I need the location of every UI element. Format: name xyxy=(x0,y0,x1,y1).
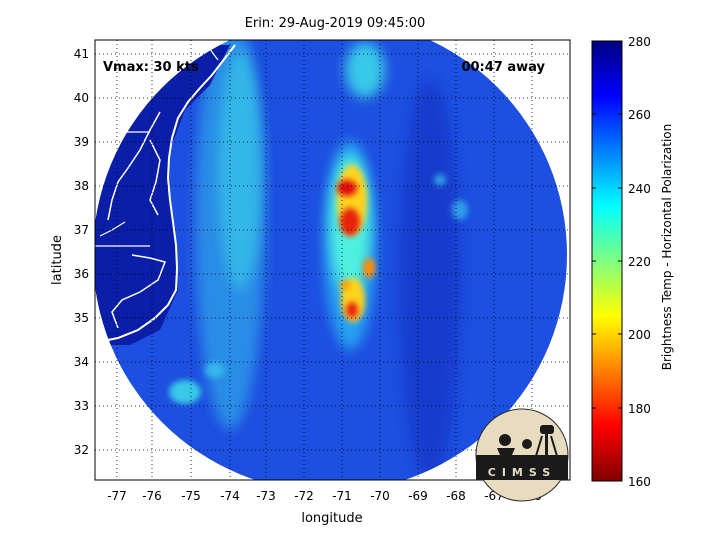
y-tick-label: 40 xyxy=(74,91,89,105)
grid xyxy=(95,40,570,480)
y-tick-labels: 41 40 39 38 37 36 35 34 33 32 xyxy=(74,47,89,457)
x-tick-label: -71 xyxy=(332,489,352,503)
x-tick-label: -73 xyxy=(256,489,276,503)
y-tick-label: 37 xyxy=(74,223,89,237)
y-tick-label: 38 xyxy=(74,179,89,193)
colorbar-gradient xyxy=(591,40,623,482)
y-tick-label: 34 xyxy=(74,355,89,369)
x-tick-label: -74 xyxy=(220,489,240,503)
colorbar-tick-label: 180 xyxy=(628,402,651,416)
y-tick-label: 41 xyxy=(74,47,89,61)
cimss-logo-text: CIMSS xyxy=(488,466,556,479)
y-tick-label: 36 xyxy=(74,267,89,281)
x-tick-label: -70 xyxy=(370,489,390,503)
colorbar-tick-label: 200 xyxy=(628,328,651,342)
x-tick-label: -72 xyxy=(294,489,314,503)
x-tick-label: -76 xyxy=(142,489,162,503)
x-tick-label: -77 xyxy=(107,489,127,503)
x-tick-labels: -77 -76 -75 -74 -73 -72 -71 -70 -69 -68 … xyxy=(107,489,542,503)
y-tick-label: 35 xyxy=(74,311,89,325)
brightness-temperature-field xyxy=(95,40,567,480)
cimss-logo: CIMSS xyxy=(475,408,569,502)
colorbar-tick-label: 220 xyxy=(628,255,651,269)
x-tick-label: -68 xyxy=(446,489,466,503)
time-away-label: 00:47 away xyxy=(461,60,545,75)
x-tick-label: -75 xyxy=(181,489,201,503)
colorbar-label: Brightness Temp - Horizontal Polarizatio… xyxy=(660,124,674,371)
y-tick-label: 39 xyxy=(74,135,89,149)
colorbar-tick-label: 280 xyxy=(628,35,651,49)
vmax-label: Vmax: 30 kts xyxy=(103,60,199,75)
x-axis-label: longitude xyxy=(301,511,362,526)
colorbar-tick-label: 260 xyxy=(628,108,651,122)
y-tick-label: 32 xyxy=(74,443,89,457)
colorbar-tick-label: 240 xyxy=(628,182,651,196)
y-tick-label: 33 xyxy=(74,399,89,413)
colorbar-tick-label: 160 xyxy=(628,475,651,489)
colorbar: 280 260 240 220 200 180 160 Brightness T… xyxy=(591,35,674,489)
x-tick-label: -69 xyxy=(408,489,428,503)
plot-title: Erin: 29-Aug-2019 09:45:00 xyxy=(245,16,426,31)
y-axis-label: latitude xyxy=(50,235,65,285)
axes-frame xyxy=(94,39,571,481)
